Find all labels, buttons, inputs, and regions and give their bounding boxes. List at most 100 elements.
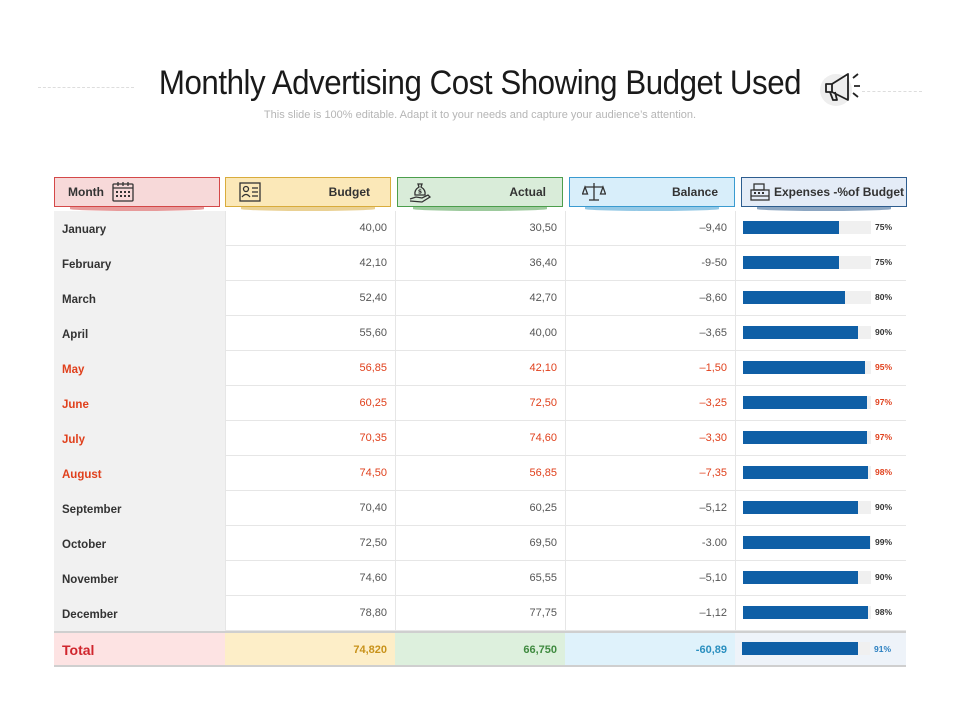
header-month-label: Month <box>68 185 104 199</box>
actual-cell: 56,85 <box>395 456 565 491</box>
expense-bar-cell: 80% <box>735 281 906 316</box>
balance-cell: –8,60 <box>565 281 735 316</box>
expense-bar <box>743 571 859 584</box>
budget-cell: 56,85 <box>225 351 395 386</box>
budget-cell: 52,40 <box>225 281 395 316</box>
balance-cell: –7,35 <box>565 456 735 491</box>
expense-percent: 97% <box>875 432 893 442</box>
balance-cell: –3,25 <box>565 386 735 421</box>
expense-bar-track <box>743 431 871 444</box>
page-subtitle: This slide is 100% editable. Adapt it to… <box>263 109 697 121</box>
month-cell: January <box>54 211 225 246</box>
expense-percent: 90% <box>875 502 893 512</box>
expense-bar-cell: 97% <box>735 386 906 421</box>
expense-bar-track <box>743 291 871 304</box>
expense-bar <box>743 501 859 514</box>
budget-cell: 40,00 <box>225 211 395 246</box>
header-shadow <box>241 207 375 211</box>
total-actual: 66,750 <box>395 633 565 665</box>
balance-scale-icon <box>582 183 606 201</box>
expense-bar <box>743 326 859 339</box>
table-row-april: April 55,60 40,00 –3,65 90% <box>54 316 906 351</box>
cash-register-icon <box>750 183 770 201</box>
header-actual-label: Actual <box>509 185 546 199</box>
expense-bar-cell: 99% <box>735 526 906 561</box>
balance-cell: –5,10 <box>565 561 735 596</box>
month-cell: April <box>54 316 225 351</box>
expense-bar-track <box>743 256 871 269</box>
budget-cell: 70,40 <box>225 491 395 526</box>
expense-bar-cell: 97% <box>735 421 906 456</box>
expense-bar-cell: 90% <box>735 316 906 351</box>
header-actual: $ Actual <box>397 177 563 207</box>
total-balance: -60,89 <box>565 633 735 665</box>
month-cell: May <box>54 351 225 386</box>
expense-bar-track <box>743 326 871 339</box>
expense-bar-track <box>743 501 871 514</box>
expense-bar-cell: 90% <box>735 561 906 596</box>
month-cell: July <box>54 421 225 456</box>
expense-bar <box>743 256 839 269</box>
table-body: January 40,00 30,50 –9,40 75% February 4… <box>54 211 906 631</box>
budget-cell: 60,25 <box>225 386 395 421</box>
balance-cell: –1,12 <box>565 596 735 631</box>
total-expense-bar <box>742 642 859 655</box>
month-cell: March <box>54 281 225 316</box>
month-cell: October <box>54 526 225 561</box>
actual-cell: 40,00 <box>395 316 565 351</box>
total-expense-percent: 91% <box>874 644 892 654</box>
header-shadow <box>70 207 204 211</box>
budget-cell: 55,60 <box>225 316 395 351</box>
expense-percent: 97% <box>875 397 893 407</box>
total-expense-bar-cell: 91% <box>735 633 906 665</box>
table-row-december: December 78,80 77,75 –1,12 98% <box>54 596 906 631</box>
calendar-icon <box>112 182 134 202</box>
table-row-january: January 40,00 30,50 –9,40 75% <box>54 211 906 246</box>
actual-cell: 65,55 <box>395 561 565 596</box>
month-cell: September <box>54 491 225 526</box>
expense-bar-cell: 75% <box>735 211 906 246</box>
balance-cell: –9,40 <box>565 211 735 246</box>
header-month: Month <box>54 177 220 207</box>
table-row-july: July 70,35 74,60 –3,30 97% <box>54 421 906 456</box>
table-row-september: September 70,40 60,25 –5,12 90% <box>54 491 906 526</box>
expense-bar-track <box>743 466 871 479</box>
expense-percent: 99% <box>875 537 893 547</box>
expense-bar-track <box>743 361 871 374</box>
balance-cell: –3,30 <box>565 421 735 456</box>
balance-cell: –3,65 <box>565 316 735 351</box>
table-row-october: October 72,50 69,50 -3.00 99% <box>54 526 906 561</box>
header-balance: Balance <box>569 177 735 207</box>
expense-bar-cell: 98% <box>735 596 906 631</box>
expense-percent: 75% <box>875 257 893 267</box>
table-row-november: November 74,60 65,55 –5,10 90% <box>54 561 906 596</box>
budget-cell: 78,80 <box>225 596 395 631</box>
expense-bar-track <box>743 221 871 234</box>
page-title: Monthly Advertising Cost Showing Budget … <box>158 64 802 102</box>
budget-cell: 70,35 <box>225 421 395 456</box>
megaphone-icon <box>820 73 860 106</box>
expense-bar-track <box>743 606 871 619</box>
total-row: Total 74,820 66,750 -60,89 91% <box>54 631 906 667</box>
expense-percent: 80% <box>875 292 893 302</box>
actual-cell: 72,50 <box>395 386 565 421</box>
table-row-august: August 74,50 56,85 –7,35 98% <box>54 456 906 491</box>
expense-bar-cell: 98% <box>735 456 906 491</box>
actual-cell: 36,40 <box>395 246 565 281</box>
header-shadow <box>585 207 719 211</box>
expense-bar-track <box>743 396 871 409</box>
actual-cell: 30,50 <box>395 211 565 246</box>
expense-percent: 90% <box>875 327 893 337</box>
expense-bar-cell: 75% <box>735 246 906 281</box>
actual-cell: 42,70 <box>395 281 565 316</box>
decorative-line-left <box>38 87 134 88</box>
header-balance-label: Balance <box>671 185 718 199</box>
expense-bar-cell: 90% <box>735 491 906 526</box>
actual-cell: 74,60 <box>395 421 565 456</box>
header-budget: Budget <box>225 177 391 207</box>
month-cell: June <box>54 386 225 421</box>
actual-cell: 77,75 <box>395 596 565 631</box>
header-expenses: Expenses -%of Budget <box>741 177 907 207</box>
expense-bar <box>743 466 869 479</box>
money-bag-hand-icon: $ <box>409 183 432 203</box>
